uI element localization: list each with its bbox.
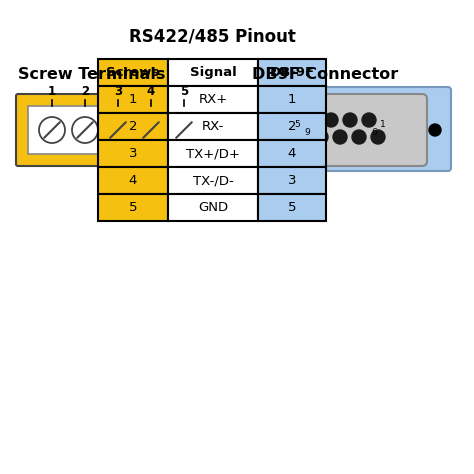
Bar bbox=[98, 86, 168, 113]
Text: 9: 9 bbox=[304, 128, 310, 137]
Bar bbox=[258, 194, 326, 221]
Text: TX-/D-: TX-/D- bbox=[192, 174, 233, 187]
Text: 2: 2 bbox=[129, 120, 137, 133]
Bar bbox=[98, 194, 168, 221]
Text: Screw Terminals: Screw Terminals bbox=[18, 67, 165, 82]
FancyBboxPatch shape bbox=[267, 94, 427, 166]
Text: 2: 2 bbox=[81, 85, 89, 98]
Bar bbox=[98, 140, 168, 167]
Text: 3: 3 bbox=[288, 174, 296, 187]
Text: 5: 5 bbox=[129, 201, 137, 214]
Text: 5: 5 bbox=[288, 201, 296, 214]
FancyBboxPatch shape bbox=[249, 87, 451, 171]
Text: TX+/D+: TX+/D+ bbox=[186, 147, 240, 160]
Circle shape bbox=[324, 113, 338, 127]
Text: 1: 1 bbox=[129, 93, 137, 106]
Circle shape bbox=[171, 117, 197, 143]
Text: RX+: RX+ bbox=[199, 93, 228, 106]
Bar bbox=[168, 59, 258, 86]
Text: Signal: Signal bbox=[190, 66, 237, 79]
Circle shape bbox=[333, 130, 347, 144]
Bar bbox=[98, 59, 168, 86]
Bar bbox=[258, 140, 326, 167]
Bar bbox=[168, 113, 258, 140]
Circle shape bbox=[352, 130, 366, 144]
Circle shape bbox=[105, 117, 131, 143]
Bar bbox=[258, 167, 326, 194]
Circle shape bbox=[305, 113, 319, 127]
FancyBboxPatch shape bbox=[16, 94, 205, 166]
Text: 1: 1 bbox=[380, 120, 386, 129]
Text: 1: 1 bbox=[48, 85, 56, 98]
Text: GND: GND bbox=[198, 201, 228, 214]
Text: 5: 5 bbox=[294, 120, 300, 129]
Bar bbox=[168, 194, 258, 221]
Circle shape bbox=[371, 130, 385, 144]
Text: RS422/485 Pinout: RS422/485 Pinout bbox=[128, 27, 295, 45]
Bar bbox=[168, 167, 258, 194]
Bar bbox=[28, 106, 193, 154]
Text: Screws: Screws bbox=[106, 66, 160, 79]
Circle shape bbox=[314, 130, 328, 144]
Text: RX-: RX- bbox=[202, 120, 224, 133]
Text: 2: 2 bbox=[288, 120, 296, 133]
Bar bbox=[168, 86, 258, 113]
Bar bbox=[98, 113, 168, 140]
Circle shape bbox=[362, 113, 376, 127]
Circle shape bbox=[295, 130, 309, 144]
Text: 1: 1 bbox=[288, 93, 296, 106]
Text: 5: 5 bbox=[180, 85, 188, 98]
Circle shape bbox=[429, 124, 441, 136]
Circle shape bbox=[343, 113, 357, 127]
Bar bbox=[98, 167, 168, 194]
Bar bbox=[258, 59, 326, 86]
Text: 4: 4 bbox=[129, 174, 137, 187]
Bar bbox=[258, 113, 326, 140]
Text: DB-9F: DB-9F bbox=[269, 66, 315, 79]
Text: 6: 6 bbox=[371, 128, 377, 137]
Bar bbox=[168, 140, 258, 167]
Text: 4: 4 bbox=[147, 85, 155, 98]
Circle shape bbox=[39, 117, 65, 143]
Text: 4: 4 bbox=[288, 147, 296, 160]
Text: DB9F Connector: DB9F Connector bbox=[252, 67, 398, 82]
Text: 3: 3 bbox=[129, 147, 137, 160]
Bar bbox=[258, 86, 326, 113]
Circle shape bbox=[72, 117, 98, 143]
Circle shape bbox=[138, 117, 164, 143]
Circle shape bbox=[253, 124, 265, 136]
Text: 3: 3 bbox=[114, 85, 122, 98]
